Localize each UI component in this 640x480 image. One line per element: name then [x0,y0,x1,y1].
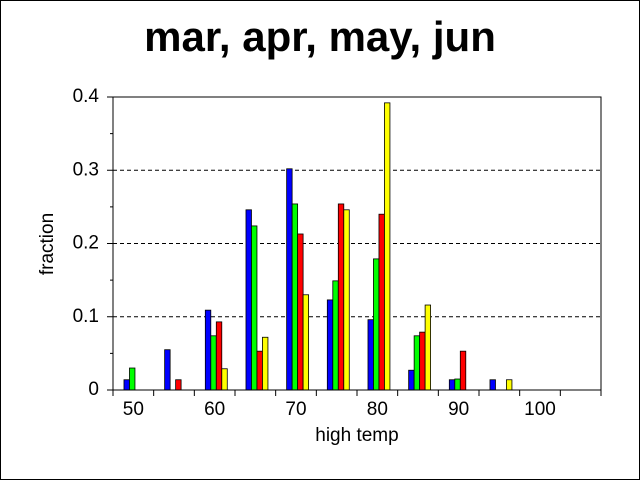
bar [256,350,263,391]
bar [245,209,252,391]
x-tick-label: 80 [367,399,388,420]
y-tick-label: 0 [88,379,99,400]
bar [489,379,496,391]
y-tick-label: 0.3 [73,159,99,180]
bar [459,350,467,391]
x-tick-label: 70 [285,399,306,420]
bar [175,379,182,391]
y-tick-label: 0.2 [73,233,99,254]
bar [367,319,374,391]
bar [204,309,212,391]
bar [448,379,456,391]
bar [384,102,391,391]
bar [251,225,258,391]
bar [332,280,339,391]
bar [506,379,513,391]
bar [454,378,461,391]
bar [262,336,269,391]
chart-title: mar, apr, may, jun [144,13,496,60]
bar [378,213,385,391]
bar [164,349,171,391]
y-tick-label: 0.1 [73,306,99,327]
bar [413,335,421,391]
y-axis-label: fraction [37,213,58,275]
bar [337,203,345,391]
bar [408,369,415,391]
bar [123,379,130,391]
y-tick-label: 0.4 [73,86,100,107]
bar [215,321,223,391]
bar [286,168,293,391]
x-tick-label: 50 [123,399,144,420]
bar [129,367,136,391]
bar [210,335,217,391]
plot-border [112,96,602,391]
x-tick-label: 90 [448,399,469,420]
bar [326,299,334,391]
x-tick-label: 100 [524,399,556,420]
bar [221,368,228,391]
x-axis-label: high temp [315,425,398,446]
bar [373,258,380,391]
bar [302,294,310,391]
bar [419,331,426,391]
bar [291,203,299,391]
x-tick-label: 60 [204,399,225,420]
bar [343,209,350,391]
bar [424,304,432,391]
bar [297,233,304,391]
